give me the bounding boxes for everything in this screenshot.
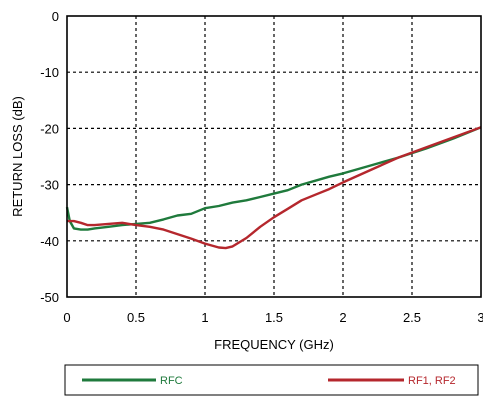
x-tick-label: 0 xyxy=(63,310,70,325)
legend: RFC RF1, RF2 xyxy=(64,364,479,396)
x-tick-label: 3 xyxy=(477,310,483,325)
y-axis-title: RETURN LOSS (dB) xyxy=(10,96,25,217)
y-tick-label: -40 xyxy=(40,234,59,249)
grid-lines xyxy=(67,16,481,297)
x-tick-label: 2.5 xyxy=(403,310,421,325)
y-tick-labels: 0 -10 -20 -30 -40 -50 xyxy=(40,9,59,305)
plot-frame xyxy=(66,15,482,298)
legend-label-rf1-rf2: RF1, RF2 xyxy=(408,375,456,387)
x-axis-title: FREQUENCY (GHz) xyxy=(214,337,334,352)
series-line-1 xyxy=(67,126,482,250)
legend-label-rfc: RFC xyxy=(160,375,183,387)
y-tick-label: -30 xyxy=(40,178,59,193)
x-tick-label: 1.5 xyxy=(265,310,283,325)
y-tick-label: 0 xyxy=(52,9,59,24)
series-line-0 xyxy=(65,126,482,231)
x-tick-label: 0.5 xyxy=(127,310,145,325)
x-tick-labels: 0 0.5 1 1.5 2 2.5 3 xyxy=(63,310,483,325)
x-tick-label: 2 xyxy=(339,310,346,325)
y-tick-label: -10 xyxy=(40,65,59,80)
x-tick-label: 1 xyxy=(201,310,208,325)
y-tick-label: -20 xyxy=(40,121,59,136)
series-lines xyxy=(65,126,482,250)
y-tick-label: -50 xyxy=(40,290,59,305)
